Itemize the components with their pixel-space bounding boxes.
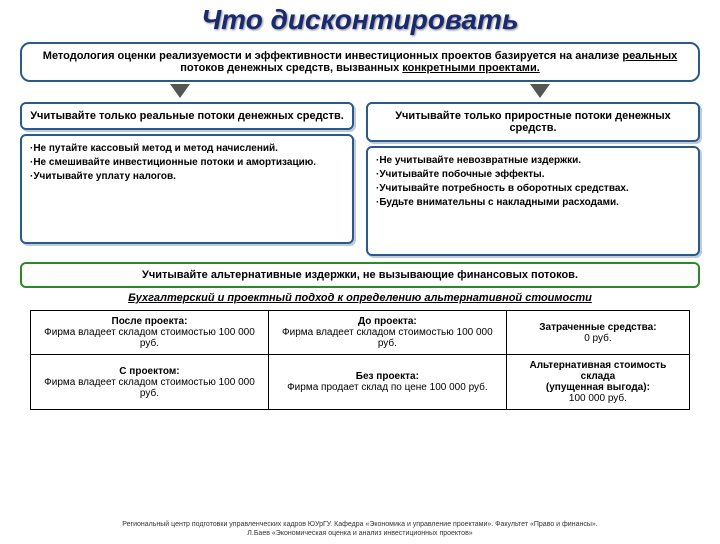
cell-head: После проекта: [37, 316, 262, 327]
footer: Региональный центр подготовки управленче… [0, 521, 720, 538]
footer-line1: Региональный центр подготовки управленче… [0, 521, 720, 529]
left-list: ·Не путайте кассовый метод и метод начис… [20, 134, 354, 244]
list-item: ·Учитывайте потребность в оборотных сред… [376, 183, 690, 194]
two-columns: Учитывайте только реальные потоки денежн… [20, 102, 700, 256]
list-item: ·Не путайте кассовый метод и метод начис… [30, 143, 344, 154]
cell-r1c3: Затраченные средства:0 руб. [506, 311, 689, 355]
cell-r1c2: До проекта:Фирма владеет складом стоимос… [268, 311, 506, 355]
intro-pre: Методология оценки реализуемости и эффек… [43, 50, 623, 62]
cell-text: 100 000 руб. [513, 393, 683, 404]
cell-head: Затраченные средства: [513, 322, 683, 333]
list-item: ·Не смешивайте инвестиционные потоки и а… [30, 157, 344, 168]
intro-box: Методология оценки реализуемости и эффек… [20, 42, 700, 82]
cell-text: Фирма владеет складом стоимостью 100 000… [37, 377, 262, 399]
cell-mid: (упущенная выгода): [513, 382, 683, 393]
cell-head: С проектом: [37, 366, 262, 377]
right-column: Учитывайте только приростные потоки дене… [366, 102, 700, 256]
cell-text: Фирма владеет складом стоимостью 100 000… [37, 327, 262, 349]
cell-r2c3: Альтернативная стоимость склада(упущенна… [506, 355, 689, 410]
green-box: Учитывайте альтернативные издержки, не в… [20, 262, 700, 288]
list-item: ·Учитывайте уплату налогов. [30, 171, 344, 182]
cell-text: Фирма продает склад по цене 100 000 руб. [275, 382, 500, 393]
left-column: Учитывайте только реальные потоки денежн… [20, 102, 354, 256]
right-head: Учитывайте только приростные потоки дене… [366, 102, 700, 142]
left-head: Учитывайте только реальные потоки денежн… [20, 102, 354, 130]
intro-u1: реальных [622, 50, 677, 62]
cell-r1c1: После проекта:Фирма владеет складом стои… [31, 311, 269, 355]
list-item: ·Будьте внимательны с накладными расхода… [376, 197, 690, 208]
cell-head: Альтернативная стоимость склада [513, 360, 683, 382]
right-list: ·Не учитывайте невозвратные издержки. ·У… [366, 146, 700, 256]
intro-u2: конкретными проектами. [402, 62, 539, 74]
cell-r2c2: Без проекта:Фирма продает склад по цене … [268, 355, 506, 410]
arrows-row [0, 84, 720, 102]
arrow-down-icon [530, 84, 550, 98]
page-title: Что дисконтировать [0, 4, 720, 36]
cell-r2c1: С проектом:Фирма владеет складом стоимос… [31, 355, 269, 410]
intro-mid: потоков денежных средств, вызванных [180, 62, 402, 74]
cell-text: Фирма владеет складом стоимостью 100 000… [275, 327, 500, 349]
comparison-table: После проекта:Фирма владеет складом стои… [30, 310, 690, 410]
cell-text: 0 руб. [513, 333, 683, 344]
cell-head: Без проекта: [275, 371, 500, 382]
list-item: ·Не учитывайте невозвратные издержки. [376, 155, 690, 166]
footer-line2: Л.Баев «Экономическая оценка и анализ ин… [0, 530, 720, 538]
table-subtitle: Бухгалтерский и проектный подход к опред… [0, 292, 720, 304]
cell-head: До проекта: [275, 316, 500, 327]
list-item: ·Учитывайте побочные эффекты. [376, 169, 690, 180]
arrow-down-icon [170, 84, 190, 98]
